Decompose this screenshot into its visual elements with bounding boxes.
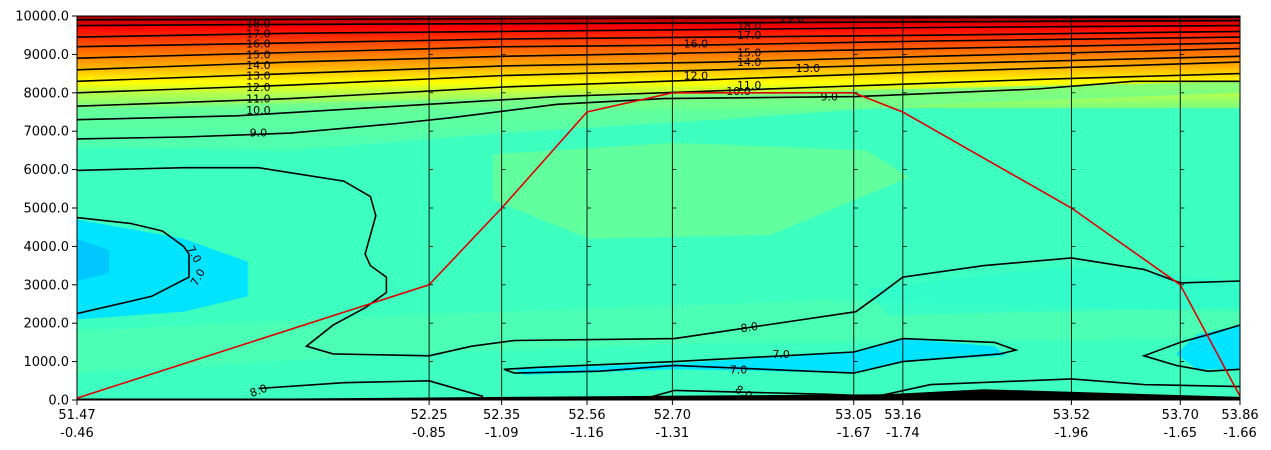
y-tick-label: 4000.0 [24, 240, 70, 255]
contour-label: 8.0 [740, 320, 759, 335]
contour-line [77, 24, 1240, 38]
contour-line [652, 378, 1240, 400]
fill-right-band [866, 265, 1240, 316]
y-tick-label: 0.0 [48, 394, 69, 409]
contour-line [77, 80, 1240, 140]
contour-line [77, 61, 1240, 107]
contour-label: 10.0 [246, 104, 271, 117]
x-tick-label-lat: 53.70 [1162, 408, 1199, 423]
contour-label: 16.0 [246, 38, 271, 51]
contour-label: 9.0 [820, 91, 838, 104]
contour-line [77, 55, 1240, 94]
y-tick-label: 1000.0 [24, 355, 70, 370]
x-tick-label-lat: 52.56 [568, 408, 605, 423]
fill-upper-green [77, 81, 1240, 151]
x-tick-label-lat: 52.25 [410, 408, 447, 423]
contour-label: 18.0 [737, 20, 762, 33]
x-tick-label-lon: -1.09 [485, 426, 519, 441]
fill-cold-right [1176, 325, 1240, 370]
x-tick-label-lon: -1.96 [1055, 426, 1089, 441]
fill-cold-left [77, 219, 248, 320]
x-tick-label-lat: 51.47 [58, 408, 95, 423]
contour-line [503, 337, 1019, 374]
y-tick-label: 10000.0 [15, 10, 69, 25]
y-tick-label: 8000.0 [24, 86, 70, 101]
contour-line [77, 216, 190, 315]
contour-label: 17.0 [246, 27, 271, 40]
contour-label: 8.0 [248, 382, 269, 400]
y-tick-label: 2000.0 [24, 317, 70, 332]
contour-label: 15.0 [737, 46, 762, 59]
contour-line [1141, 324, 1240, 373]
contour-label: 13.0 [246, 70, 271, 83]
x-tick-label-lon: -0.85 [412, 426, 446, 441]
contour-label: 16.0 [684, 38, 709, 51]
x-tick-label-lon: -1.67 [837, 426, 871, 441]
fill-mid-green [493, 142, 910, 239]
contour-label: 14.0 [737, 56, 762, 69]
contour-label: 7.0 [772, 348, 790, 361]
y-tick-label: 9000.0 [24, 48, 70, 63]
y-tick-label: 5000.0 [24, 202, 70, 217]
contour-label: 13.0 [796, 62, 821, 75]
y-tick-label: 7000.0 [24, 125, 70, 140]
contour-line [77, 19, 1240, 27]
contour-label: 9.0 [250, 127, 268, 140]
x-tick-label-lat: 53.05 [835, 408, 872, 423]
contour-line [77, 166, 1240, 357]
contour-line [77, 30, 1240, 48]
contour-label: 18.0 [246, 18, 271, 31]
contour-label: 15.0 [246, 48, 271, 61]
contour-line [77, 36, 1240, 59]
plot-area: 19.018.0 18.017.0 17.016.0 16.015.0 15.014.0… [77, 12, 1240, 400]
x-tick-label-lat: 52.35 [483, 408, 520, 423]
x-tick-label-lon: -1.31 [656, 426, 690, 441]
x-tick-label-lat: 53.86 [1221, 408, 1258, 423]
y-tick-label: 6000.0 [24, 163, 70, 178]
contour-line [77, 42, 1240, 71]
x-tick-label-lon: -1.16 [570, 426, 604, 441]
contour-label: 12.0 [684, 70, 709, 83]
contour-line [77, 47, 1240, 83]
x-tick-label-lat: 52.70 [654, 408, 691, 423]
contour-label: 19.0 [780, 12, 805, 25]
x-tick-label-lat: 53.16 [884, 408, 921, 423]
contour-label: 10.0 [726, 85, 751, 98]
axes: 0.0 1000.0 2000.0 3000.0 4000.0 5000.0 6000.0 7… [15, 10, 1258, 442]
contour-label: 17.0 [737, 29, 762, 42]
x-tick-label-lon: -1.74 [886, 426, 920, 441]
flight-path-line [77, 92, 1240, 399]
contour-label: 7.0 [730, 363, 748, 376]
contour-label: 12.0 [246, 81, 271, 94]
fill-ground [77, 389, 1240, 400]
fill-cold-left-core [77, 238, 109, 281]
contour-line [77, 16, 1240, 21]
contour-line [77, 72, 1240, 121]
y-tick-label: 3000.0 [24, 278, 70, 293]
x-tick-label-lon: -1.66 [1223, 426, 1257, 441]
x-tick-label-lon: -0.46 [60, 426, 94, 441]
x-tick-label-lat: 53.52 [1053, 408, 1090, 423]
contour-label: 11.0 [737, 79, 762, 92]
x-tick-label-lon: -1.65 [1163, 426, 1197, 441]
contour-label: 11.0 [246, 93, 271, 106]
contour-label: 14.0 [246, 59, 271, 72]
